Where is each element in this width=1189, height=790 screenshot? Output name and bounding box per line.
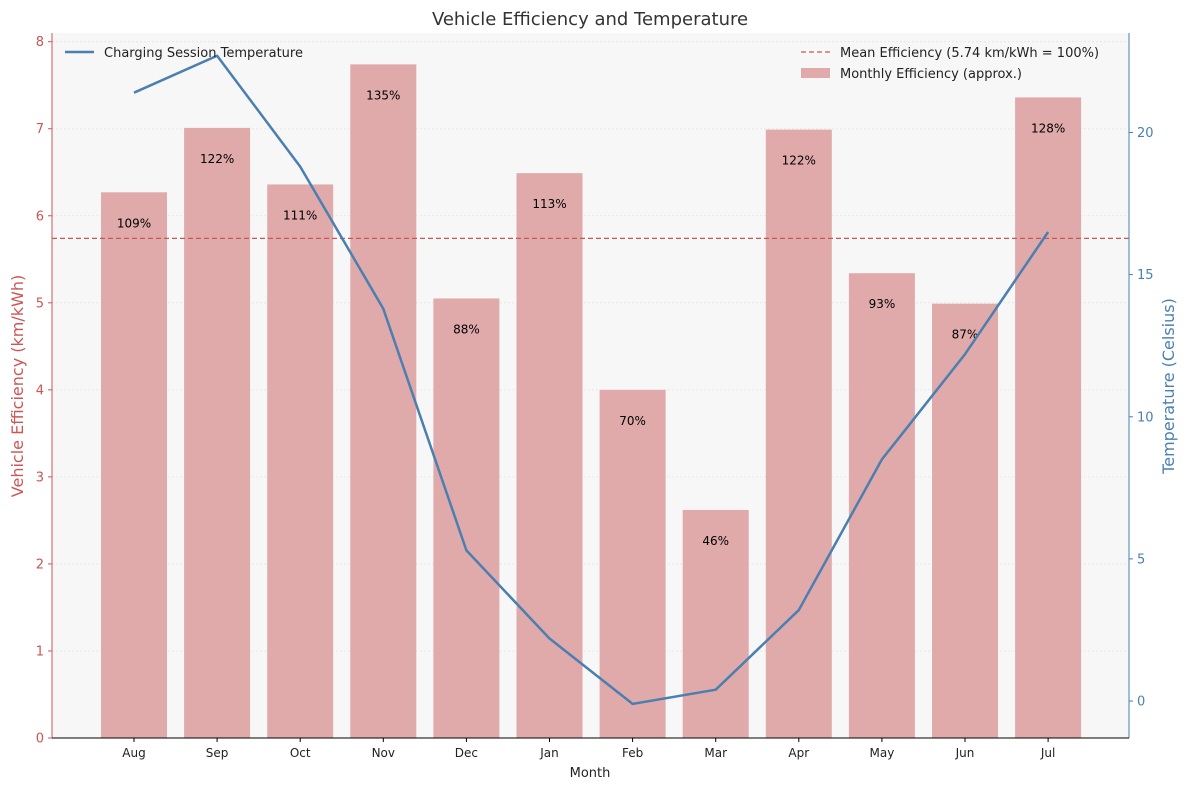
legend-right: Mean Efficiency (5.74 km/kWh = 100%) Mon… xyxy=(801,46,1099,82)
left-tick-label-0: 0 xyxy=(36,732,44,747)
legend-temperature-label: Charging Session Temperature xyxy=(104,46,303,61)
right-tick-label-15: 15 xyxy=(1137,268,1154,283)
bar-dec xyxy=(433,298,500,738)
legend-bar-swatch xyxy=(801,68,830,78)
bar-labels: 109% 122% 111% 135% 88% 113% 70% 46% 122% 93% 87% 1… xyxy=(117,88,1065,548)
right-y-axis-ticks: 0 5 10 15 20 xyxy=(1129,126,1154,710)
bar-jan xyxy=(516,173,583,738)
y-axis-label-left: Vehicle Efficiency (km/kWh) xyxy=(8,275,27,497)
bars xyxy=(101,64,1082,739)
x-tick-label-dec: Dec xyxy=(455,746,478,760)
left-tick-label-4: 4 xyxy=(36,383,44,398)
bar-label-nov: 135% xyxy=(366,88,400,102)
x-tick-label-may: May xyxy=(869,746,894,760)
bar-label-jul: 128% xyxy=(1031,121,1065,135)
bar-feb xyxy=(599,389,666,738)
bar-label-jun: 87% xyxy=(952,328,979,342)
x-tick-label-feb: Feb xyxy=(622,746,643,760)
bar-label-oct: 111% xyxy=(283,208,317,222)
x-tick-label-jun: Jun xyxy=(955,746,975,760)
bar-label-aug: 109% xyxy=(117,216,151,230)
left-tick-label-8: 8 xyxy=(36,35,44,50)
left-tick-label-7: 7 xyxy=(36,122,44,137)
right-tick-label-10: 10 xyxy=(1137,410,1154,425)
right-tick-label-20: 20 xyxy=(1137,126,1154,141)
left-tick-label-5: 5 xyxy=(36,296,44,311)
bar-label-feb: 70% xyxy=(619,414,646,428)
x-tick-label-apr: Apr xyxy=(788,746,809,760)
legend-bar-label: Monthly Efficiency (approx.) xyxy=(840,67,1022,82)
bar-apr xyxy=(765,129,832,739)
right-tick-label-0: 0 xyxy=(1137,695,1145,710)
x-tick-label-nov: Nov xyxy=(372,746,395,760)
left-tick-label-6: 6 xyxy=(36,209,44,224)
left-tick-label-2: 2 xyxy=(36,557,44,572)
x-tick-label-mar: Mar xyxy=(704,746,727,760)
y-axis-label-right: Temperature (Celsius) xyxy=(1159,298,1178,475)
chart-title: Vehicle Efficiency and Temperature xyxy=(432,9,748,30)
legend-left: Charging Session Temperature xyxy=(65,46,303,61)
x-tick-label-sep: Sep xyxy=(206,746,229,760)
bar-oct xyxy=(267,184,334,738)
x-tick-label-aug: Aug xyxy=(122,746,145,760)
bar-label-dec: 88% xyxy=(453,322,480,336)
x-tick-label-jul: Jul xyxy=(1040,746,1055,760)
left-y-axis-ticks: 0 1 2 3 4 5 6 7 8 xyxy=(36,35,52,747)
bar-label-sep: 122% xyxy=(200,152,234,166)
bar-label-mar: 46% xyxy=(702,534,729,548)
x-axis-label: Month xyxy=(570,766,611,781)
bar-sep xyxy=(184,127,251,739)
x-tick-label-jan: Jan xyxy=(539,746,559,760)
x-tick-label-oct: Oct xyxy=(290,746,311,760)
x-axis-ticks: Aug Sep Oct Nov Dec Jan Feb Mar Apr May Jun Jul xyxy=(122,738,1055,760)
temperature-line xyxy=(133,54,1050,706)
bar-label-jan: 113% xyxy=(532,197,566,211)
bar-aug xyxy=(101,192,167,738)
right-tick-label-5: 5 xyxy=(1137,552,1145,567)
bar-may xyxy=(848,273,915,738)
bar-jul xyxy=(1015,97,1082,738)
legend-mean-label: Mean Efficiency (5.74 km/kWh = 100%) xyxy=(840,46,1099,61)
left-tick-label-3: 3 xyxy=(36,470,44,485)
axes xyxy=(51,33,1130,739)
bar-jun xyxy=(932,303,998,738)
bar-label-apr: 122% xyxy=(782,154,816,168)
left-tick-label-1: 1 xyxy=(36,644,44,659)
bar-nov xyxy=(350,64,417,739)
bar-mar xyxy=(682,509,749,738)
bar-label-may: 93% xyxy=(869,297,896,311)
